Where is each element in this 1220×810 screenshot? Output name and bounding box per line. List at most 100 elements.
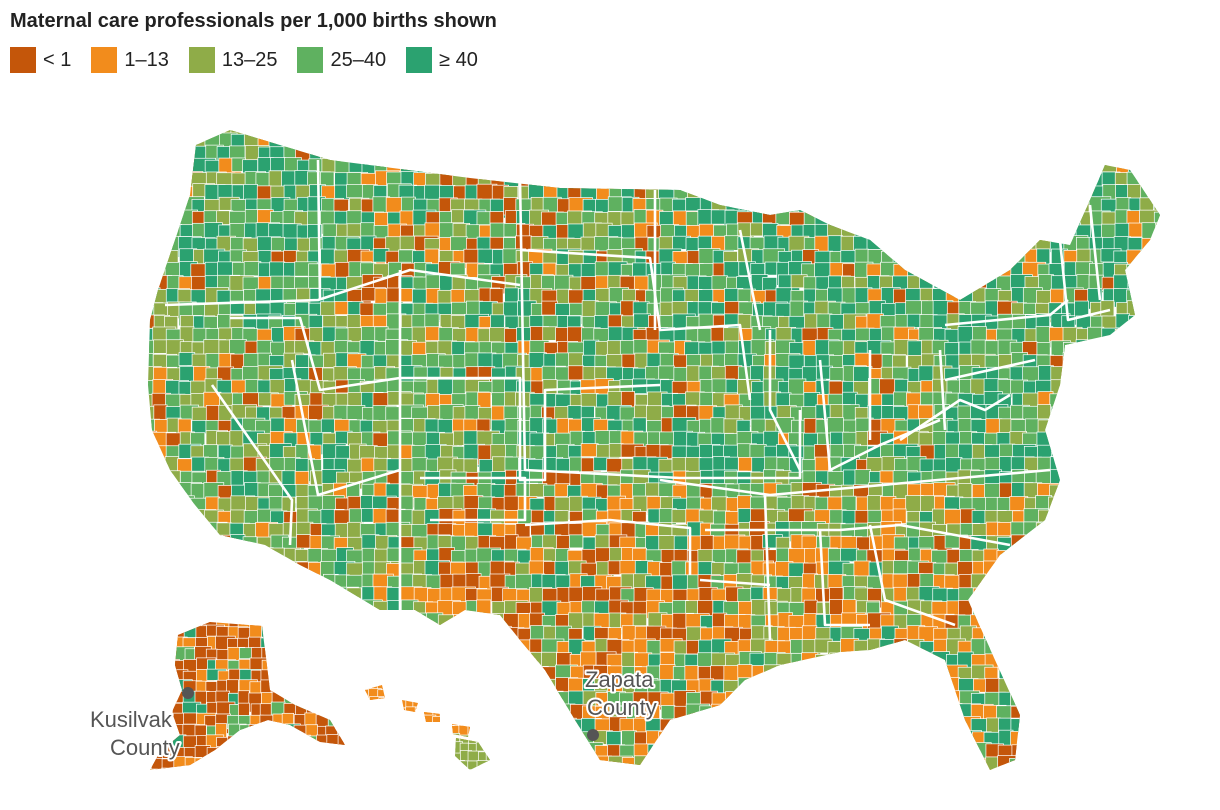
- county-cell: [385, 652, 406, 678]
- county-cell: [840, 157, 855, 172]
- county-cell: [567, 742, 587, 769]
- county-cell: [946, 249, 971, 273]
- county-cell: [932, 158, 950, 184]
- county-cell: [151, 560, 174, 580]
- county-cell: [365, 769, 371, 770]
- county-cell: [369, 768, 384, 770]
- county-cell: [1167, 628, 1181, 647]
- county-cell: [541, 729, 566, 750]
- county-cell: [249, 767, 270, 770]
- county-cell: [711, 692, 737, 714]
- county-cell: [699, 769, 725, 770]
- county-cell: [1024, 703, 1043, 723]
- county-cell: [1023, 613, 1043, 636]
- county-cell: [829, 367, 846, 382]
- county-cell: [1087, 394, 1102, 413]
- county-cell: [1061, 653, 1080, 678]
- county-cell: [148, 561, 158, 577]
- county-cell: [621, 172, 639, 191]
- county-cell: [841, 652, 860, 676]
- county-cell: [377, 735, 393, 749]
- county-cell: [281, 677, 301, 694]
- county-cell: [322, 691, 345, 717]
- county-cell: [764, 704, 782, 726]
- county-cell: [1050, 574, 1075, 594]
- county-cell: [153, 667, 172, 687]
- county-cell: [738, 159, 756, 177]
- county-cell: [881, 235, 901, 250]
- county-cell: [1153, 211, 1160, 232]
- county-cell: [1035, 574, 1051, 596]
- county-cell: [1089, 640, 1113, 663]
- county-cell: [764, 130, 782, 145]
- county-cell: [438, 691, 462, 713]
- county-cell: [828, 664, 844, 682]
- county-cell: [816, 703, 840, 728]
- county-cell: [1011, 548, 1035, 565]
- county-cell: [738, 742, 757, 758]
- county-cell: [1168, 548, 1184, 564]
- county-cell: [405, 734, 422, 749]
- county-cell: [346, 587, 362, 612]
- county-cell: [425, 743, 444, 768]
- county-cell: [333, 134, 350, 153]
- county-cell: [750, 132, 770, 148]
- county-cell: [1141, 237, 1160, 263]
- county-cell: [271, 638, 288, 657]
- county-cell: [1101, 380, 1123, 400]
- county-cell: [450, 626, 466, 643]
- county-cell: [1064, 404, 1079, 421]
- county-cell: [1126, 600, 1147, 617]
- county-cell: [1061, 742, 1086, 759]
- county-cell: [1087, 575, 1103, 599]
- county-cell: [789, 130, 813, 138]
- county-cell: [303, 669, 322, 690]
- county-cell: [542, 159, 558, 175]
- county-cell: [764, 183, 784, 198]
- county-cell: [801, 183, 816, 209]
- county-cell: [190, 587, 213, 612]
- county-cell: [1114, 130, 1137, 140]
- county-cell: [1141, 314, 1160, 335]
- county-cell: [997, 586, 1016, 603]
- county-cell: [1139, 418, 1160, 437]
- county-cell: [304, 622, 318, 631]
- county-cell: [152, 470, 170, 497]
- county-cell: [828, 130, 847, 138]
- county-cell: [227, 769, 243, 770]
- county-cell: [309, 665, 329, 686]
- county-cell: [1128, 342, 1144, 366]
- county-cell: [997, 771, 1015, 789]
- county-cell: [148, 225, 159, 240]
- county-cell: [167, 771, 186, 787]
- county-cell: [192, 599, 207, 617]
- county-cell: [802, 755, 822, 770]
- county-cell: [946, 703, 963, 718]
- county-cell: [1049, 601, 1066, 621]
- county-cell: [404, 750, 421, 764]
- county-cell: [1115, 627, 1138, 651]
- county-cell: [164, 575, 187, 596]
- county-cell: [855, 665, 878, 683]
- county-cell: [1050, 431, 1075, 453]
- county-cell: [996, 550, 1017, 574]
- county-cell: [1153, 510, 1160, 530]
- county-cell: [1076, 404, 1101, 427]
- county-cell: [905, 196, 931, 220]
- county-cell: [217, 756, 234, 770]
- county-cell: [385, 769, 396, 770]
- county-cell: [1113, 379, 1137, 405]
- county-cell: [919, 131, 934, 151]
- county-cell: [396, 689, 412, 700]
- county-cell: [165, 599, 182, 622]
- county-cell: [854, 677, 869, 699]
- county-cell: [658, 365, 675, 381]
- county-cell: [557, 157, 576, 174]
- county-cell: [399, 638, 415, 661]
- county-cell: [829, 159, 854, 183]
- county-cell: [164, 535, 187, 553]
- county-cell: [348, 600, 363, 623]
- county-cell: [249, 758, 270, 770]
- county-cell: [1141, 130, 1160, 135]
- county-cell: [421, 689, 437, 705]
